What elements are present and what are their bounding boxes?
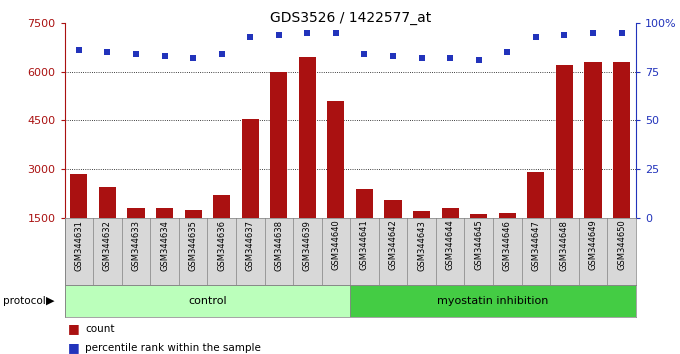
Text: GSM344632: GSM344632 bbox=[103, 220, 112, 270]
Text: GSM344646: GSM344646 bbox=[503, 220, 512, 270]
Text: GSM344631: GSM344631 bbox=[74, 220, 84, 270]
Bar bbox=[156, 208, 173, 267]
Bar bbox=[527, 172, 545, 267]
Text: GSM344641: GSM344641 bbox=[360, 220, 369, 270]
Text: GSM344648: GSM344648 bbox=[560, 220, 569, 270]
Text: ■: ■ bbox=[68, 322, 80, 335]
Text: GSM344644: GSM344644 bbox=[445, 220, 455, 270]
Text: GSM344635: GSM344635 bbox=[188, 220, 198, 270]
Text: percentile rank within the sample: percentile rank within the sample bbox=[85, 343, 261, 353]
Text: GSM344633: GSM344633 bbox=[131, 220, 141, 271]
Text: ■: ■ bbox=[68, 341, 80, 354]
Text: GDS3526 / 1422577_at: GDS3526 / 1422577_at bbox=[269, 11, 431, 25]
Text: GSM344636: GSM344636 bbox=[217, 220, 226, 271]
Text: control: control bbox=[188, 296, 226, 306]
Bar bbox=[356, 189, 373, 267]
Text: ▶: ▶ bbox=[46, 296, 54, 306]
Text: myostatin inhibition: myostatin inhibition bbox=[437, 296, 549, 306]
Text: GSM344642: GSM344642 bbox=[388, 220, 398, 270]
Text: protocol: protocol bbox=[3, 296, 46, 306]
Bar bbox=[184, 210, 202, 267]
Text: GSM344637: GSM344637 bbox=[245, 220, 255, 271]
Bar bbox=[441, 208, 459, 267]
Bar bbox=[470, 215, 488, 267]
Text: GSM344640: GSM344640 bbox=[331, 220, 341, 270]
Text: GSM344647: GSM344647 bbox=[531, 220, 541, 270]
Text: GSM344634: GSM344634 bbox=[160, 220, 169, 270]
Bar bbox=[327, 101, 345, 267]
Bar bbox=[99, 187, 116, 267]
Bar bbox=[270, 72, 288, 267]
Bar bbox=[413, 211, 430, 267]
Bar bbox=[384, 200, 402, 267]
Text: count: count bbox=[85, 324, 114, 333]
Bar bbox=[350, 285, 636, 317]
Bar bbox=[556, 65, 573, 267]
Text: GSM344649: GSM344649 bbox=[588, 220, 598, 270]
Bar bbox=[213, 195, 231, 267]
Text: GSM344639: GSM344639 bbox=[303, 220, 312, 270]
Bar bbox=[299, 57, 316, 267]
Bar bbox=[241, 119, 259, 267]
Bar bbox=[70, 174, 88, 267]
Text: GSM344650: GSM344650 bbox=[617, 220, 626, 270]
Text: GSM344643: GSM344643 bbox=[417, 220, 426, 270]
Bar bbox=[127, 208, 145, 267]
Bar bbox=[498, 213, 516, 267]
Bar bbox=[65, 285, 350, 317]
Bar bbox=[584, 62, 602, 267]
Text: GSM344638: GSM344638 bbox=[274, 220, 284, 271]
Bar bbox=[613, 62, 630, 267]
Text: GSM344645: GSM344645 bbox=[474, 220, 483, 270]
